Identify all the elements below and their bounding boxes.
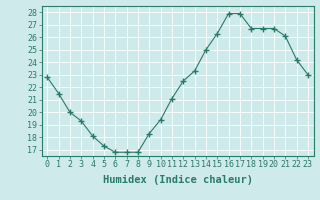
X-axis label: Humidex (Indice chaleur): Humidex (Indice chaleur) (103, 175, 252, 185)
